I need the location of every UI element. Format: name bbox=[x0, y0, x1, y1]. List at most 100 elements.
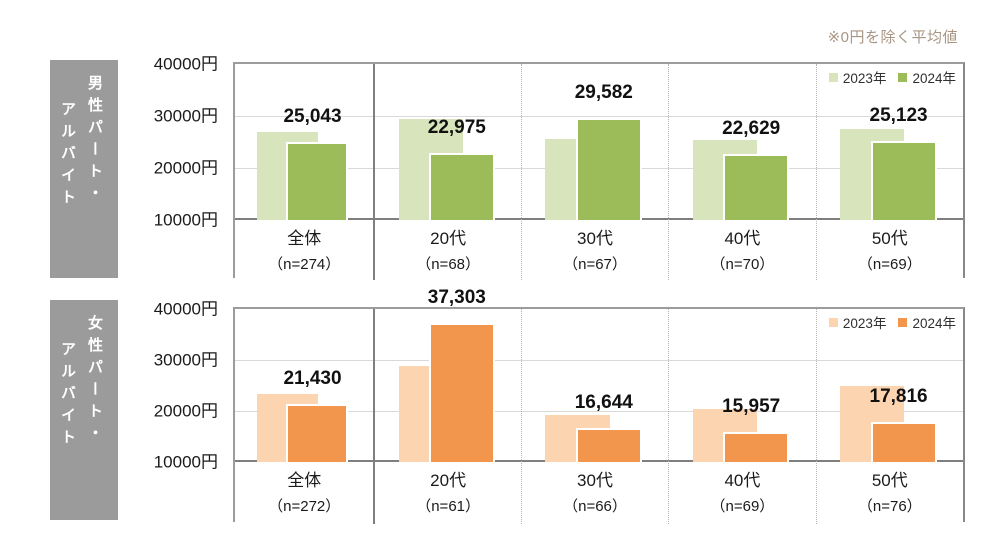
category-name: 20代 bbox=[430, 229, 467, 248]
category-plot: 29,582 bbox=[522, 64, 668, 220]
value-label-2024: 17,816 bbox=[869, 386, 928, 408]
legend-label-2023: 2023年 bbox=[842, 316, 887, 331]
value-label-2024: 15,957 bbox=[722, 395, 781, 417]
female-group-label: 女性パート・ アルバイト bbox=[50, 300, 118, 520]
bar-2024 bbox=[723, 154, 790, 220]
category-cell: 17,816 50代 （n=76） bbox=[815, 309, 963, 524]
category-plot: 17,816 bbox=[817, 309, 963, 462]
category-label: 20代 （n=61） bbox=[375, 462, 520, 524]
category-plot: 15,957 bbox=[669, 309, 815, 462]
category-cell: 15,957 40代 （n=69） bbox=[668, 309, 815, 524]
group-label-line: アルバイト bbox=[59, 341, 76, 451]
bar-2024 bbox=[723, 431, 790, 462]
legend-label-2023: 2023年 bbox=[842, 71, 887, 86]
legend-label-2024: 2024年 bbox=[912, 71, 956, 86]
category-label: 全体 （n=274） bbox=[235, 220, 373, 280]
category-n: （n=61） bbox=[416, 498, 481, 515]
value-label-2024: 22,975 bbox=[427, 116, 486, 138]
category-plot: 37,303 bbox=[375, 287, 520, 462]
category-label: 30代 （n=66） bbox=[522, 462, 668, 524]
y-tick: 30000円 bbox=[153, 350, 218, 370]
male-y-axis: 40000円 30000円 20000円 10000円 bbox=[118, 55, 226, 230]
gridline bbox=[235, 359, 963, 361]
y-tick: 20000円 bbox=[153, 158, 218, 178]
category-name: 50代 bbox=[871, 471, 908, 490]
footnote: ※0円を除く平均値 bbox=[827, 29, 958, 46]
value-label-2024: 21,430 bbox=[283, 367, 342, 389]
male-categories: 25,043 全体 （n=274） 22,975 20代 （n=68） 29,582 30代 （… bbox=[235, 64, 963, 280]
category-cell: 37,303 20代 （n=61） bbox=[373, 287, 520, 524]
group-label-line: 女性パート・ bbox=[86, 315, 103, 447]
category-cell: 22,629 40代 （n=70） bbox=[668, 64, 815, 280]
category-name: 30代 bbox=[577, 471, 613, 490]
category-plot: 25,043 bbox=[235, 64, 373, 220]
category-label: 20代 （n=68） bbox=[375, 220, 520, 280]
y-tick: 10000円 bbox=[153, 452, 218, 472]
category-label: 50代 （n=69） bbox=[817, 220, 963, 280]
legend-swatch-2023 bbox=[828, 317, 838, 327]
category-name: 50代 bbox=[871, 229, 908, 248]
category-plot: 22,975 bbox=[375, 64, 520, 220]
category-cell: 22,975 20代 （n=68） bbox=[373, 64, 520, 280]
gridline bbox=[235, 115, 963, 117]
category-cell: 25,043 全体 （n=274） bbox=[235, 64, 373, 280]
category-n: （n=272） bbox=[268, 498, 341, 515]
legend-swatch-2023 bbox=[828, 72, 838, 82]
legend-label-2024: 2024年 bbox=[912, 316, 956, 331]
category-label: 40代 （n=69） bbox=[669, 462, 815, 524]
category-cell: 16,644 30代 （n=66） bbox=[520, 309, 668, 524]
y-tick: 30000円 bbox=[153, 106, 218, 126]
category-label: 50代 （n=76） bbox=[817, 462, 963, 524]
category-name: 40代 bbox=[724, 471, 761, 490]
category-label: 40代 （n=70） bbox=[669, 220, 815, 280]
bar-2024 bbox=[429, 322, 495, 462]
female-plot-area: 21,430 全体 （n=272） 37,303 20代 （n=61） 16,644 30代 （… bbox=[233, 287, 965, 524]
category-name: 20代 bbox=[430, 471, 467, 490]
value-label-2024: 16,644 bbox=[574, 392, 633, 414]
value-label-2024: 29,582 bbox=[574, 82, 633, 104]
legend-swatch-2024 bbox=[898, 72, 908, 82]
gridline bbox=[235, 411, 963, 412]
category-name: 40代 bbox=[724, 229, 761, 248]
category-name: 全体 bbox=[287, 471, 322, 490]
category-plot: 16,644 bbox=[522, 309, 668, 462]
category-name: 全体 bbox=[287, 229, 322, 248]
bar-2024 bbox=[870, 422, 937, 462]
group-label-line: 男性パート・ bbox=[86, 75, 103, 207]
category-cell: 25,123 50代 （n=69） bbox=[815, 64, 963, 280]
bar-2024 bbox=[575, 118, 642, 220]
y-tick: 40000円 bbox=[153, 54, 218, 74]
y-tick: 40000円 bbox=[153, 299, 218, 319]
bar-2024 bbox=[870, 141, 937, 220]
value-label-2024: 22,629 bbox=[722, 118, 781, 140]
value-label-2024: 25,043 bbox=[283, 105, 342, 127]
male-plot-area: 25,043 全体 （n=274） 22,975 20代 （n=68） 29,582 30代 （… bbox=[233, 62, 965, 280]
y-tick: 20000円 bbox=[153, 401, 218, 421]
category-label: 全体 （n=272） bbox=[235, 462, 373, 524]
legend-swatch-2024 bbox=[898, 317, 908, 327]
category-cell: 29,582 30代 （n=67） bbox=[520, 64, 668, 280]
category-plot: 25,123 bbox=[817, 64, 963, 220]
bar-2024 bbox=[286, 403, 349, 462]
value-label-2024: 25,123 bbox=[869, 105, 928, 127]
y-tick: 10000円 bbox=[153, 210, 218, 230]
category-n: （n=70） bbox=[710, 256, 775, 273]
category-n: （n=68） bbox=[416, 256, 481, 273]
category-n: （n=69） bbox=[857, 256, 922, 273]
female-categories: 21,430 全体 （n=272） 37,303 20代 （n=61） 16,644 30代 （… bbox=[235, 287, 963, 524]
category-n: （n=274） bbox=[268, 256, 341, 273]
category-plot: 21,430 bbox=[235, 309, 373, 462]
bar-2024 bbox=[286, 141, 349, 220]
category-name: 30代 bbox=[577, 229, 613, 248]
bar-2024 bbox=[575, 428, 642, 462]
category-cell: 21,430 全体 （n=272） bbox=[235, 309, 373, 524]
category-n: （n=69） bbox=[710, 498, 775, 515]
value-label-2024: 37,303 bbox=[427, 286, 486, 308]
female-legend: 2023年 2024年 bbox=[817, 312, 956, 332]
category-n: （n=76） bbox=[857, 498, 922, 515]
category-plot: 22,629 bbox=[669, 64, 815, 220]
group-label-line: アルバイト bbox=[59, 101, 76, 211]
category-n: （n=67） bbox=[563, 256, 627, 273]
category-label: 30代 （n=67） bbox=[522, 220, 668, 280]
